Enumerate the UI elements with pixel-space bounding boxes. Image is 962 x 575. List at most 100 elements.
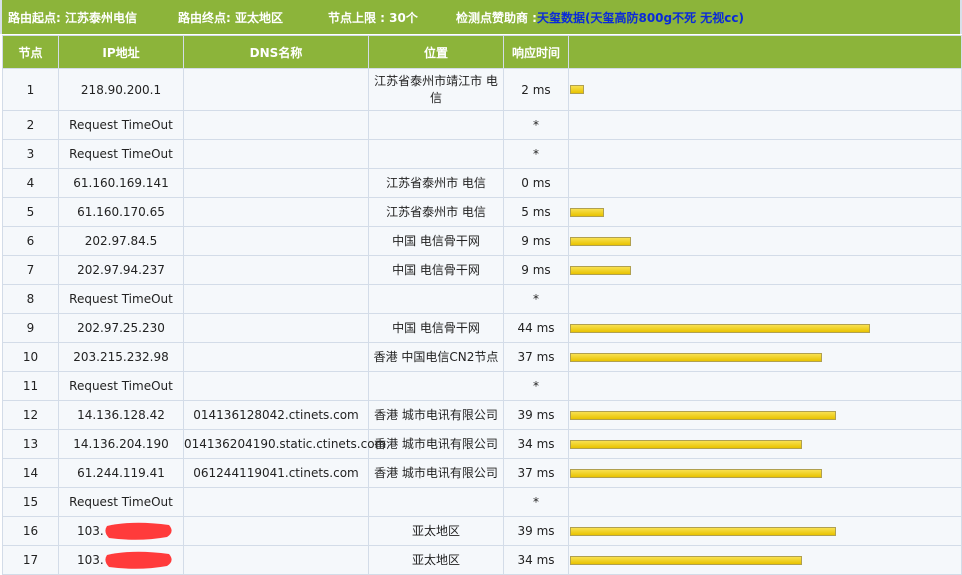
location-cell: 江苏省泰州市 电信 bbox=[368, 168, 504, 198]
table-row: 5 61.160.170.65 江苏省泰州市 电信 5 ms bbox=[2, 197, 962, 227]
response-time-cell: * bbox=[503, 371, 569, 401]
ip-cell-text: 203.215.232.98 bbox=[73, 350, 169, 364]
response-time-cell-text: 37 ms bbox=[517, 466, 555, 480]
dns-cell bbox=[183, 255, 369, 285]
redaction-mark bbox=[105, 551, 172, 569]
ip-cell: 61.160.169.141 bbox=[58, 168, 184, 198]
ip-cell: 14.136.204.190 bbox=[58, 429, 184, 459]
response-time-cell-text: * bbox=[533, 118, 539, 132]
ip-cell: 103. bbox=[58, 545, 184, 575]
sponsor-label: 检测点赞助商 : bbox=[456, 10, 537, 25]
latency-bar bbox=[570, 526, 836, 536]
response-time-cell: 0 ms bbox=[503, 168, 569, 198]
dns-cell: 014136128042.ctinets.com bbox=[183, 400, 369, 430]
table-row: 3 Request TimeOut * bbox=[2, 139, 962, 169]
hop-cell: 8 bbox=[2, 284, 59, 314]
column-header bbox=[568, 35, 962, 69]
ip-cell: 202.97.25.230 bbox=[58, 313, 184, 343]
hop-cell-text: 5 bbox=[26, 205, 35, 219]
hop-cell-text: 1 bbox=[26, 82, 35, 97]
hop-cell-text: 4 bbox=[26, 176, 35, 190]
table-row: 7 202.97.94.237 中国 电信骨干网 9 ms bbox=[2, 255, 962, 285]
dns-cell bbox=[183, 545, 369, 575]
response-time-cell: * bbox=[503, 487, 569, 517]
hop-cell: 6 bbox=[2, 226, 59, 256]
location-cell-text: 香港 城市电讯有限公司 bbox=[374, 407, 498, 422]
table-row: 11 Request TimeOut * bbox=[2, 371, 962, 401]
location-cell: 中国 电信骨干网 bbox=[368, 226, 504, 256]
latency-bar-cell bbox=[568, 313, 962, 343]
hop-cell: 5 bbox=[2, 197, 59, 227]
table-row: 13 14.136.204.190 014136204190.static.ctin… bbox=[2, 429, 962, 459]
latency-bar-cell bbox=[568, 545, 962, 575]
redaction-mark bbox=[105, 522, 172, 540]
ip-cell: Request TimeOut bbox=[58, 110, 184, 140]
location-cell-text: 亚太地区 bbox=[411, 552, 460, 567]
latency-bar bbox=[570, 85, 584, 94]
dns-cell-text: 061244119041.ctinets.com bbox=[193, 466, 359, 480]
location-cell: 亚太地区 bbox=[368, 545, 504, 575]
dns-cell bbox=[183, 139, 369, 169]
ip-cell-text: 218.90.200.1 bbox=[80, 82, 162, 97]
dns-cell: 061244119041.ctinets.com bbox=[183, 458, 369, 488]
latency-bar-cell bbox=[568, 516, 962, 546]
ip-cell: 61.160.170.65 bbox=[58, 197, 184, 227]
response-time-cell-text: 34 ms bbox=[517, 553, 555, 567]
ip-cell: 202.97.94.237 bbox=[58, 255, 184, 285]
response-time-cell-text: * bbox=[533, 292, 539, 306]
location-cell: 中国 电信骨干网 bbox=[368, 255, 504, 285]
dns-cell: 014136204190.static.ctinets.com bbox=[183, 429, 386, 459]
location-cell: 江苏省泰州市 电信 bbox=[368, 197, 504, 227]
location-cell-text: 香港 城市电讯有限公司 bbox=[374, 465, 498, 480]
ip-cell-text: 14.136.128.42 bbox=[77, 408, 165, 422]
column-header: 节点 bbox=[2, 35, 59, 69]
ip-cell-text: 61.244.119.41 bbox=[77, 466, 165, 480]
route-end: 路由终点: 亚太地区 bbox=[178, 10, 283, 25]
ip-cell-text: Request TimeOut bbox=[69, 495, 173, 509]
location-cell-text: 江苏省泰州市 电信 bbox=[386, 175, 486, 190]
hop-cell: 17 bbox=[2, 545, 59, 575]
latency-bar-cell bbox=[568, 197, 962, 227]
ip-cell-text: Request TimeOut bbox=[69, 379, 173, 393]
response-time-cell: 34 ms bbox=[503, 429, 569, 459]
dns-cell-text: 014136128042.ctinets.com bbox=[193, 408, 359, 422]
ip-cell: 202.97.84.5 bbox=[58, 226, 184, 256]
dns-cell-text: 014136204190.static.ctinets.com bbox=[184, 437, 387, 451]
ip-cell-text: 14.136.204.190 bbox=[73, 437, 169, 451]
latency-bar-cell bbox=[568, 68, 962, 111]
latency-bar-cell bbox=[568, 255, 962, 285]
location-cell-text: 中国 电信骨干网 bbox=[392, 233, 480, 248]
hop-cell: 2 bbox=[2, 110, 59, 140]
ip-cell-text: 202.97.94.237 bbox=[77, 263, 165, 277]
response-time-cell-text: * bbox=[533, 147, 539, 161]
table-row: 12 14.136.128.42 014136128042.ctinets.com 香… bbox=[2, 400, 962, 430]
dns-cell bbox=[183, 284, 369, 314]
response-time-cell-text: 34 ms bbox=[517, 437, 555, 451]
response-time-cell: 37 ms bbox=[503, 342, 569, 372]
latency-bar-cell bbox=[568, 487, 962, 517]
sponsor-link[interactable]: 天玺数据 bbox=[536, 10, 585, 25]
hop-cell-text: 17 bbox=[22, 553, 39, 567]
hop-cell: 16 bbox=[2, 516, 59, 546]
sponsor-extra[interactable]: (天玺高防800g不死 无视cc) bbox=[585, 10, 745, 25]
latency-bar bbox=[570, 323, 870, 333]
dns-cell bbox=[183, 68, 369, 111]
location-cell bbox=[368, 110, 504, 140]
response-time-cell-text: * bbox=[533, 495, 539, 509]
table-row: 9 202.97.25.230 中国 电信骨干网 44 ms bbox=[2, 313, 962, 343]
table-row: 15 Request TimeOut * bbox=[2, 487, 962, 517]
response-time-cell: 5 ms bbox=[503, 197, 569, 227]
response-time-cell-text: 2 ms bbox=[521, 82, 551, 97]
hop-cell: 11 bbox=[2, 371, 59, 401]
response-time-cell: * bbox=[503, 284, 569, 314]
column-header: 位置 bbox=[368, 35, 504, 69]
response-time-cell: 9 ms bbox=[503, 255, 569, 285]
location-cell-text: 亚太地区 bbox=[411, 523, 460, 538]
location-cell: 江苏省泰州市靖江市 电信 bbox=[368, 68, 504, 111]
latency-bar bbox=[570, 439, 802, 449]
location-cell-text: 江苏省泰州市靖江市 电信 bbox=[374, 73, 498, 105]
table-row: 16 103. 亚太地区 39 ms bbox=[2, 516, 962, 546]
latency-bar-cell bbox=[568, 226, 962, 256]
hop-cell-text: 11 bbox=[22, 379, 39, 393]
hop-cell-text: 7 bbox=[26, 263, 35, 277]
